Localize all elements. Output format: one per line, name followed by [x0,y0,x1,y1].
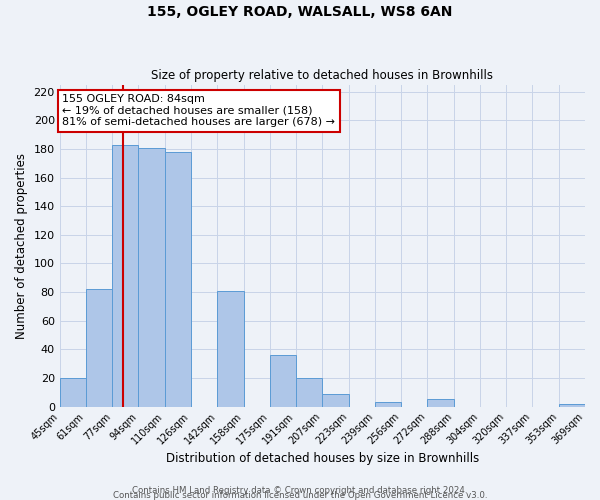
X-axis label: Distribution of detached houses by size in Brownhills: Distribution of detached houses by size … [166,452,479,465]
Bar [86,289,112,406]
Text: 155 OGLEY ROAD: 84sqm
← 19% of detached houses are smaller (158)
81% of semi-det: 155 OGLEY ROAD: 84sqm ← 19% of detached … [62,94,335,128]
Bar [296,378,322,406]
Bar [139,148,165,406]
Bar [427,400,454,406]
Bar [270,355,296,406]
Bar [559,404,585,406]
Bar [165,152,191,406]
Text: Contains public sector information licensed under the Open Government Licence v3: Contains public sector information licen… [113,491,487,500]
Bar [322,394,349,406]
Bar [375,402,401,406]
Bar [112,144,139,406]
Text: 155, OGLEY ROAD, WALSALL, WS8 6AN: 155, OGLEY ROAD, WALSALL, WS8 6AN [148,5,452,19]
Y-axis label: Number of detached properties: Number of detached properties [15,152,28,338]
Title: Size of property relative to detached houses in Brownhills: Size of property relative to detached ho… [151,69,493,82]
Bar [217,290,244,406]
Text: Contains HM Land Registry data © Crown copyright and database right 2024.: Contains HM Land Registry data © Crown c… [132,486,468,495]
Bar [59,378,86,406]
